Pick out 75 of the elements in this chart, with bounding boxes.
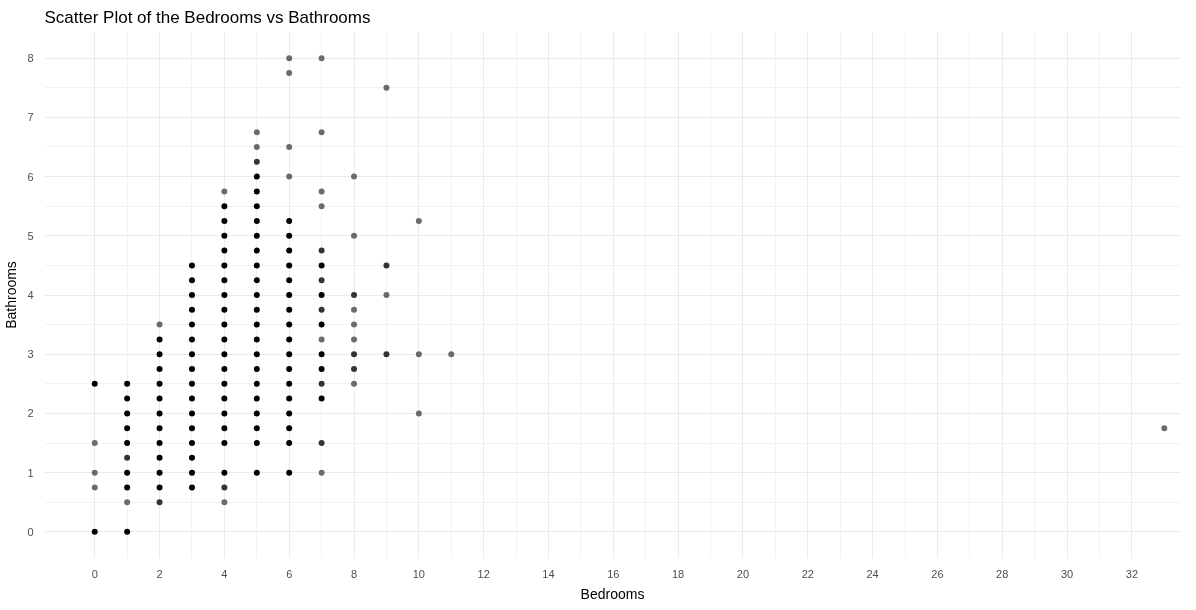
point xyxy=(253,129,260,136)
x-tick-label: 18 xyxy=(672,567,685,580)
point xyxy=(448,351,455,358)
x-tick-label: 2 xyxy=(156,567,163,580)
point xyxy=(318,440,325,447)
x-tick-label: 0 xyxy=(91,567,98,580)
x-tick-label: 30 xyxy=(1060,567,1074,580)
point xyxy=(253,143,260,150)
point xyxy=(156,321,163,328)
x-tick-label: 28 xyxy=(996,567,1009,580)
y-tick-label: 6 xyxy=(27,170,34,183)
point xyxy=(415,351,422,358)
x-tick-label: 24 xyxy=(866,567,879,580)
y-tick-label: 5 xyxy=(27,229,34,242)
x-axis-title: Bedrooms xyxy=(580,585,645,602)
point xyxy=(318,306,325,313)
point xyxy=(124,454,131,461)
point xyxy=(318,277,325,284)
x-tick-label: 26 xyxy=(931,567,944,580)
point xyxy=(318,188,325,195)
point xyxy=(221,484,228,491)
point xyxy=(286,55,293,62)
point xyxy=(318,469,325,476)
point xyxy=(221,188,228,195)
x-tick-label: 4 xyxy=(221,567,228,580)
point xyxy=(383,84,390,91)
point xyxy=(383,292,390,298)
y-tick-label: 1 xyxy=(27,466,34,479)
point xyxy=(286,69,293,76)
chart-title: Scatter Plot of the Bedrooms vs Bathrooms xyxy=(44,7,371,27)
y-tick-label: 8 xyxy=(27,52,34,65)
x-tick-label: 32 xyxy=(1125,567,1139,580)
point xyxy=(351,321,358,328)
x-tick-label: 22 xyxy=(801,567,814,580)
x-tick-label: 14 xyxy=(542,567,555,580)
point xyxy=(318,380,325,387)
point xyxy=(351,306,358,313)
x-tick-label: 8 xyxy=(350,567,358,580)
point xyxy=(1161,425,1168,432)
x-tick-label: 6 xyxy=(286,567,293,580)
y-tick-label: 7 xyxy=(27,111,34,124)
point xyxy=(156,499,163,506)
point xyxy=(91,484,98,491)
y-tick-label: 0 xyxy=(27,525,34,538)
point xyxy=(383,262,390,269)
y-tick-label: 3 xyxy=(27,348,34,361)
point xyxy=(286,173,293,180)
point xyxy=(91,469,98,476)
point xyxy=(318,247,325,254)
x-tick-label: 20 xyxy=(736,567,750,580)
point xyxy=(383,351,390,358)
point xyxy=(351,366,358,373)
point xyxy=(318,55,325,62)
point xyxy=(351,173,358,180)
point xyxy=(318,129,325,136)
point xyxy=(253,158,260,165)
point xyxy=(286,143,293,150)
point xyxy=(318,336,325,343)
point xyxy=(415,410,422,417)
y-tick-label: 4 xyxy=(27,289,34,301)
point xyxy=(318,203,325,210)
point xyxy=(351,336,358,343)
x-tick-label: 10 xyxy=(412,567,425,580)
point xyxy=(415,217,422,224)
x-tick-label: 12 xyxy=(477,567,490,580)
point xyxy=(91,440,98,447)
point xyxy=(351,232,358,239)
y-axis-title: Bathrooms xyxy=(3,261,20,329)
y-tick-label: 2 xyxy=(27,407,34,420)
point xyxy=(124,499,131,506)
point xyxy=(221,499,228,506)
point xyxy=(351,351,358,358)
point xyxy=(351,380,358,387)
point xyxy=(351,292,358,298)
x-tick-label: 16 xyxy=(607,567,620,580)
